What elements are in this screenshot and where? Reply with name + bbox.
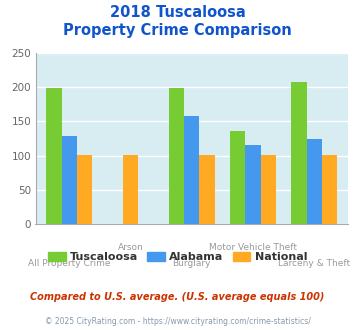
Bar xyxy=(322,155,337,224)
Text: Compared to U.S. average. (U.S. average equals 100): Compared to U.S. average. (U.S. average … xyxy=(30,292,325,302)
Text: All Property Crime: All Property Crime xyxy=(28,259,110,268)
Bar xyxy=(261,155,276,224)
Bar xyxy=(123,155,138,224)
Text: Arson: Arson xyxy=(118,243,143,251)
Text: © 2025 CityRating.com - https://www.cityrating.com/crime-statistics/: © 2025 CityRating.com - https://www.city… xyxy=(45,317,310,326)
Bar xyxy=(307,139,322,224)
Bar xyxy=(61,136,77,224)
Bar xyxy=(169,88,184,224)
Bar xyxy=(77,155,92,224)
Bar xyxy=(200,155,215,224)
Legend: Tuscaloosa, Alabama, National: Tuscaloosa, Alabama, National xyxy=(43,248,312,267)
Text: 2018 Tuscaloosa: 2018 Tuscaloosa xyxy=(110,5,245,20)
Text: Property Crime Comparison: Property Crime Comparison xyxy=(63,23,292,38)
Bar xyxy=(245,145,261,224)
Bar xyxy=(230,131,245,224)
Text: Larceny & Theft: Larceny & Theft xyxy=(278,259,350,268)
Text: Motor Vehicle Theft: Motor Vehicle Theft xyxy=(209,243,297,251)
Bar xyxy=(184,116,200,224)
Bar xyxy=(291,82,307,224)
Bar xyxy=(46,88,61,224)
Text: Burglary: Burglary xyxy=(173,259,211,268)
